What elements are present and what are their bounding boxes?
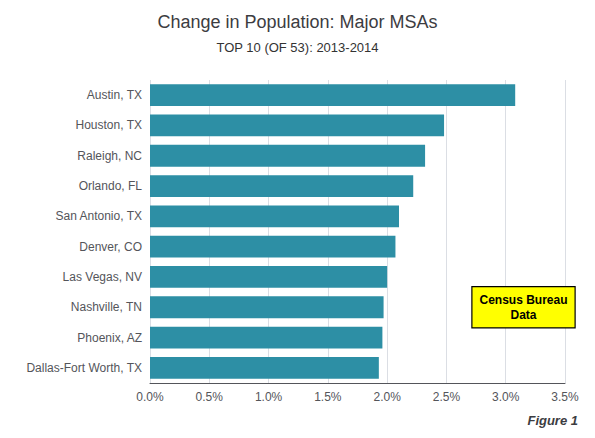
svg-text:Las Vegas, NV: Las Vegas, NV [63,270,142,284]
svg-text:1.0%: 1.0% [255,390,283,404]
svg-text:Change in Population: Major MS: Change in Population: Major MSAs [157,12,437,32]
svg-text:Phoenix, AZ: Phoenix, AZ [77,331,142,345]
svg-text:1.5%: 1.5% [314,390,342,404]
svg-text:Austin, TX: Austin, TX [87,88,142,102]
svg-text:3.0%: 3.0% [492,390,520,404]
svg-text:0.0%: 0.0% [136,390,164,404]
svg-text:0.5%: 0.5% [196,390,224,404]
svg-text:Census Bureau: Census Bureau [479,293,567,307]
svg-text:Orlando, FL: Orlando, FL [79,179,143,193]
svg-text:Denver, CO: Denver, CO [79,240,142,254]
svg-text:3.5%: 3.5% [551,390,579,404]
svg-text:Data: Data [510,308,536,322]
svg-text:Figure 1: Figure 1 [527,413,578,428]
svg-text:San Antonio, TX: San Antonio, TX [55,209,142,223]
svg-text:2.5%: 2.5% [433,390,461,404]
svg-text:TOP 10 (OF 53): 2013-2014: TOP 10 (OF 53): 2013-2014 [216,40,378,55]
svg-text:Houston, TX: Houston, TX [76,118,142,132]
svg-text:Nashville, TN: Nashville, TN [71,300,142,314]
svg-text:2.0%: 2.0% [373,390,401,404]
svg-text:Raleigh, NC: Raleigh, NC [77,149,142,163]
svg-text:Dallas-Fort Worth, TX: Dallas-Fort Worth, TX [26,361,142,375]
